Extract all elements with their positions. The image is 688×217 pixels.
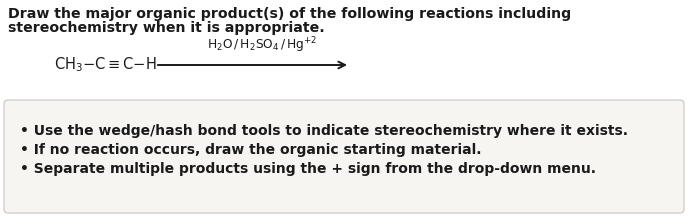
Text: Draw the major organic product(s) of the following reactions including: Draw the major organic product(s) of the… xyxy=(8,7,571,21)
Text: $\mathsf{H_2O\,/\,H_2SO_4\,/\,Hg^{+2}}$: $\mathsf{H_2O\,/\,H_2SO_4\,/\,Hg^{+2}}$ xyxy=(207,35,318,55)
Text: stereochemistry when it is appropriate.: stereochemistry when it is appropriate. xyxy=(8,21,325,35)
Text: • Separate multiple products using the + sign from the drop-down menu.: • Separate multiple products using the +… xyxy=(20,162,596,176)
Text: • Use the wedge/hash bond tools to indicate stereochemistry where it exists.: • Use the wedge/hash bond tools to indic… xyxy=(20,124,628,138)
Text: • If no reaction occurs, draw the organic starting material.: • If no reaction occurs, draw the organi… xyxy=(20,143,482,157)
Text: $\mathsf{CH_3{-}C{\equiv}C{-}H}$: $\mathsf{CH_3{-}C{\equiv}C{-}H}$ xyxy=(54,56,156,74)
FancyBboxPatch shape xyxy=(4,100,684,213)
